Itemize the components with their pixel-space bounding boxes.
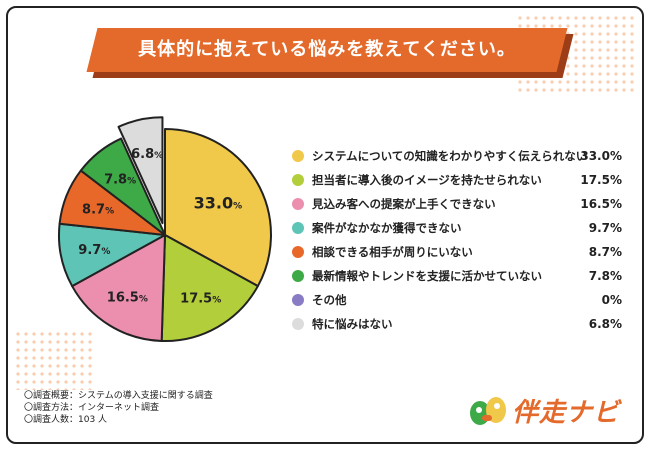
legend-swatch (292, 246, 304, 258)
legend-value: 7.8% (588, 269, 622, 283)
decorative-dots-bottom-left (14, 330, 94, 390)
legend-label: システムについての知識をわかりやすく伝えられない (312, 149, 588, 163)
legend-item-5: 最新情報やトレンドを支援に活かせていない 7.8% (292, 264, 622, 288)
legend-item-0: システムについての知識をわかりやすく伝えられない 33.0% (292, 144, 622, 168)
pie-label-4: 8.7% (82, 202, 114, 217)
pie-label-5: 7.8% (104, 173, 136, 188)
legend-value: 16.5% (580, 197, 622, 211)
brand-logo: 伴走ナビ (468, 392, 620, 429)
legend-value: 0% (601, 293, 622, 307)
legend: システムについての知識をわかりやすく伝えられない 33.0% 担当者に導入後のイメー… (292, 144, 622, 336)
legend-item-2: 見込み客への提案が上手くできない 16.5% (292, 192, 622, 216)
legend-value: 17.5% (580, 173, 622, 187)
legend-label: 特に悩みはない (312, 317, 393, 331)
legend-item-3: 案件がなかなか獲得できない 9.7% (292, 216, 622, 240)
bird-mascot-icon (468, 393, 508, 429)
pie-label-3: 9.7% (78, 243, 110, 258)
legend-label: その他 (312, 293, 347, 307)
title-banner: 具体的に抱えている悩みを教えてください。 (86, 28, 574, 78)
legend-item-6: その他 0% (292, 288, 622, 312)
legend-item-1: 担当者に導入後のイメージを持たせられない 17.5% (292, 168, 622, 192)
legend-value: 8.7% (588, 245, 622, 259)
pie-label-0: 33.0% (194, 194, 243, 213)
pie-slice-2 (71, 234, 166, 342)
legend-item-7: 特に悩みはない 6.8% (292, 312, 622, 336)
pie-slice-1 (160, 234, 259, 342)
legend-swatch (292, 150, 304, 162)
legend-swatch (292, 294, 304, 306)
legend-label: 担当者に導入後のイメージを持たせられない (312, 173, 542, 187)
pie-label-1: 17.5% (180, 292, 221, 307)
legend-value: 9.7% (588, 221, 622, 235)
legend-swatch (292, 318, 304, 330)
pie-slice-5 (79, 137, 166, 236)
survey-respondents: 〇調査人数：103 人 (24, 415, 108, 425)
survey-notes: 〇調査概要：システムの導入支援に関する調査 〇調査方法：インターネット調査 〇調… (24, 390, 213, 426)
legend-label: 相談できる相手が周りにいない (312, 245, 473, 259)
pie-label-7: 6.8% (131, 147, 163, 162)
pie-chart: 33.0% 17.5% 16.5% 9.7% 8.7% 7.8% 6.8% (58, 116, 272, 342)
legend-swatch (292, 198, 304, 210)
pie-label-2: 16.5% (107, 290, 148, 305)
legend-value: 6.8% (588, 317, 622, 331)
pie-slice-0 (164, 128, 272, 288)
brand-name: 伴走ナビ (511, 398, 620, 428)
legend-value: 33.0% (580, 149, 622, 163)
survey-method: 〇調査方法：インターネット調査 (24, 403, 160, 413)
legend-item-4: 相談できる相手が周りにいない 8.7% (292, 240, 622, 264)
legend-label: 見込み客への提案が上手くできない (312, 197, 496, 211)
legend-label: 案件がなかなか獲得できない (312, 221, 462, 235)
legend-swatch (292, 222, 304, 234)
legend-swatch (292, 174, 304, 186)
legend-label: 最新情報やトレンドを支援に活かせていない (312, 269, 542, 283)
chart-title: 具体的に抱えている悩みを教えてください。 (138, 39, 516, 60)
pie-slice-7 (117, 116, 164, 225)
legend-swatch (292, 270, 304, 282)
survey-overview: 〇調査概要：システムの導入支援に関する調査 (24, 391, 213, 401)
